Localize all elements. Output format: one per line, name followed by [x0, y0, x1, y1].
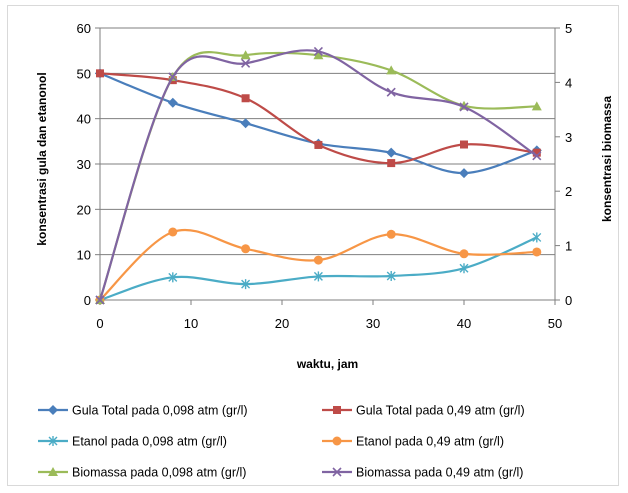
y-tick-label: 20 [77, 202, 91, 217]
series-4-point [168, 227, 178, 237]
legend-label-6: Biomassa pada 0,49 atm (gr/l) [356, 466, 523, 480]
x-tick-label: 10 [184, 316, 198, 331]
legend-label-1: Gula Total pada 0,098 atm (gr/l) [72, 404, 248, 418]
y2-tick-label: 5 [565, 21, 572, 36]
series-3-line [99, 236, 538, 302]
x-tick-label: 30 [366, 316, 380, 331]
series-6-point-stroke [459, 102, 469, 112]
series-6-point-stroke [386, 87, 396, 97]
legend-label-2: Gula Total pada 0,49 atm (gr/l) [356, 404, 525, 418]
legend-marker-6-stroke [332, 467, 342, 477]
series-6-point-stroke [241, 58, 251, 68]
series-1-point [240, 118, 251, 129]
series-4-point [532, 247, 542, 257]
series-2-point [96, 69, 104, 78]
series-6-point [459, 102, 469, 112]
series-3-point [386, 270, 396, 281]
series-1-point [386, 147, 397, 158]
series-6-point [313, 46, 323, 56]
legend-marker-2 [333, 406, 341, 414]
series-1-point [167, 97, 178, 108]
series-6-point-stroke [168, 72, 178, 82]
series-5-point [240, 50, 251, 60]
y2-tick-label: 0 [565, 293, 572, 308]
series-4-point [313, 255, 323, 265]
series-4-point [459, 249, 469, 259]
y-axis-title: konsentrasi gula dan etanonol [35, 72, 49, 245]
y2-tick-label: 3 [565, 130, 572, 145]
y2-tick-label: 4 [565, 75, 572, 90]
y2-tick-label: 2 [565, 184, 572, 199]
series-6-point [168, 72, 178, 82]
legend-marker-5 [48, 467, 58, 476]
series-6-point [532, 151, 542, 161]
x-tick-label: 20 [275, 316, 289, 331]
y-tick-label: 60 [77, 21, 91, 36]
series-5-point [531, 101, 542, 111]
series-4-point [241, 244, 251, 254]
series-6-point-stroke [95, 295, 105, 305]
series-6-point [95, 295, 105, 305]
legend-label-4: Etanol pada 0,49 atm (gr/l) [356, 435, 504, 449]
series-6-point-stroke [313, 46, 323, 56]
y-tick-label: 50 [77, 66, 91, 81]
y-tick-label: 30 [77, 157, 91, 172]
series-2-point [532, 148, 541, 157]
y-tick-label: 0 [84, 293, 91, 308]
series-4-point [386, 229, 396, 239]
series-5-point [313, 50, 324, 60]
series-6-point [386, 87, 396, 97]
series-2-point [387, 159, 396, 168]
series-1-point [459, 168, 469, 179]
legend-marker-3 [48, 436, 58, 446]
legend-marker-1 [48, 405, 58, 415]
legend-label-3: Etanol pada 0,098 atm (gr/l) [72, 435, 227, 449]
series-6-point [241, 58, 251, 68]
series-6-point-stroke [532, 151, 542, 161]
legend-marker-4 [332, 436, 342, 446]
series-3-point [241, 279, 251, 290]
y-tick-label: 40 [77, 112, 91, 127]
x-tick-label: 50 [548, 316, 562, 331]
y-tick-label: 10 [77, 248, 91, 263]
series-2-point [460, 140, 468, 149]
legend-label-5: Biomassa pada 0,098 atm (gr/l) [72, 466, 246, 480]
y2-tick-label: 1 [565, 239, 572, 254]
x-tick-label: 0 [96, 316, 103, 331]
series-5-point [386, 65, 397, 75]
y2-axis-title: konsentrasi biomassa [600, 96, 614, 222]
series-3-point [168, 272, 178, 283]
legend-marker-6 [332, 467, 342, 477]
series-2-point [314, 140, 323, 149]
series-3-point [313, 271, 323, 282]
series-3-point [459, 263, 469, 274]
series-3-point [532, 232, 542, 243]
series-2-point [241, 94, 250, 103]
x-axis-title: waktu, jam [296, 357, 358, 371]
x-tick-label: 40 [457, 316, 471, 331]
series-1-line [99, 72, 538, 175]
